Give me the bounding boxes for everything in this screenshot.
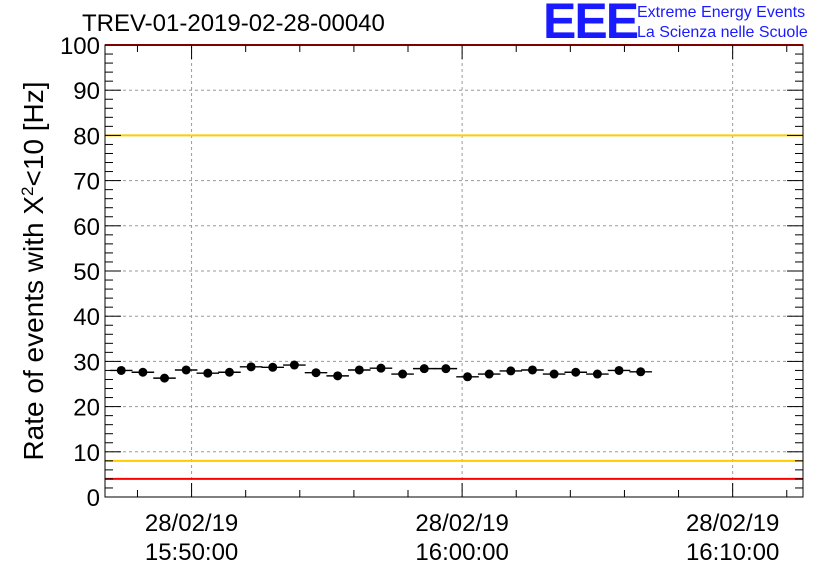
- y-tick-label: 20: [73, 395, 100, 422]
- data-point: [160, 373, 170, 383]
- data-point: [463, 372, 473, 382]
- y-tick-label: 30: [73, 349, 100, 376]
- x-tick-time-label: 16:10:00: [686, 539, 779, 566]
- y-tick-label: 100: [60, 33, 100, 60]
- eee-logo-line1: Extreme Energy Events: [637, 4, 806, 21]
- data-point: [506, 366, 516, 376]
- data-point: [376, 363, 386, 373]
- data-point: [138, 367, 148, 377]
- data-point: [224, 367, 234, 377]
- y-tick-label: 0: [87, 485, 100, 512]
- data-point: [246, 362, 256, 372]
- x-tick-date-label: 28/02/19: [415, 510, 508, 537]
- y-tick-label: 60: [73, 214, 100, 241]
- data-point: [333, 371, 343, 381]
- eee-logo-mark: EEE: [543, 0, 639, 49]
- y-tick-label: 50: [73, 259, 100, 286]
- data-point: [592, 369, 602, 379]
- data-point: [354, 365, 364, 375]
- data-point: [311, 368, 321, 378]
- data-point: [116, 365, 126, 375]
- chart-title: TREV-01-2019-02-28-00040: [82, 10, 385, 37]
- y-tick-label: 70: [73, 169, 100, 196]
- data-point: [268, 362, 278, 372]
- y-axis-label: Rate of events with X2<10 [Hz]: [18, 81, 50, 460]
- data-point: [549, 369, 559, 379]
- y-tick-label: 90: [73, 78, 100, 105]
- y-tick-label: 80: [73, 123, 100, 150]
- x-tick-time-label: 16:00:00: [415, 539, 508, 566]
- y-axis-label-sup: 2: [17, 186, 37, 196]
- y-tick-label: 40: [73, 304, 100, 331]
- data-point: [636, 367, 646, 377]
- data-point: [614, 365, 624, 375]
- y-tick-label: 10: [73, 440, 100, 467]
- x-tick-date-label: 28/02/19: [145, 510, 238, 537]
- data-point: [398, 369, 408, 379]
- data-point: [181, 365, 191, 375]
- eee-logo-line2: La Scienza nelle Scuole: [637, 24, 808, 41]
- data-point: [419, 364, 429, 374]
- x-tick-date-label: 28/02/19: [686, 510, 779, 537]
- data-point: [289, 360, 299, 370]
- y-axis-label-suffix: <10 [Hz]: [18, 81, 50, 187]
- data-point: [527, 365, 537, 375]
- x-tick-time-label: 15:50:00: [145, 539, 238, 566]
- data-point: [203, 368, 213, 378]
- data-point: [571, 367, 581, 377]
- data-point: [441, 364, 451, 374]
- y-axis-label-prefix: Rate of events with X: [18, 195, 50, 461]
- data-point: [484, 369, 494, 379]
